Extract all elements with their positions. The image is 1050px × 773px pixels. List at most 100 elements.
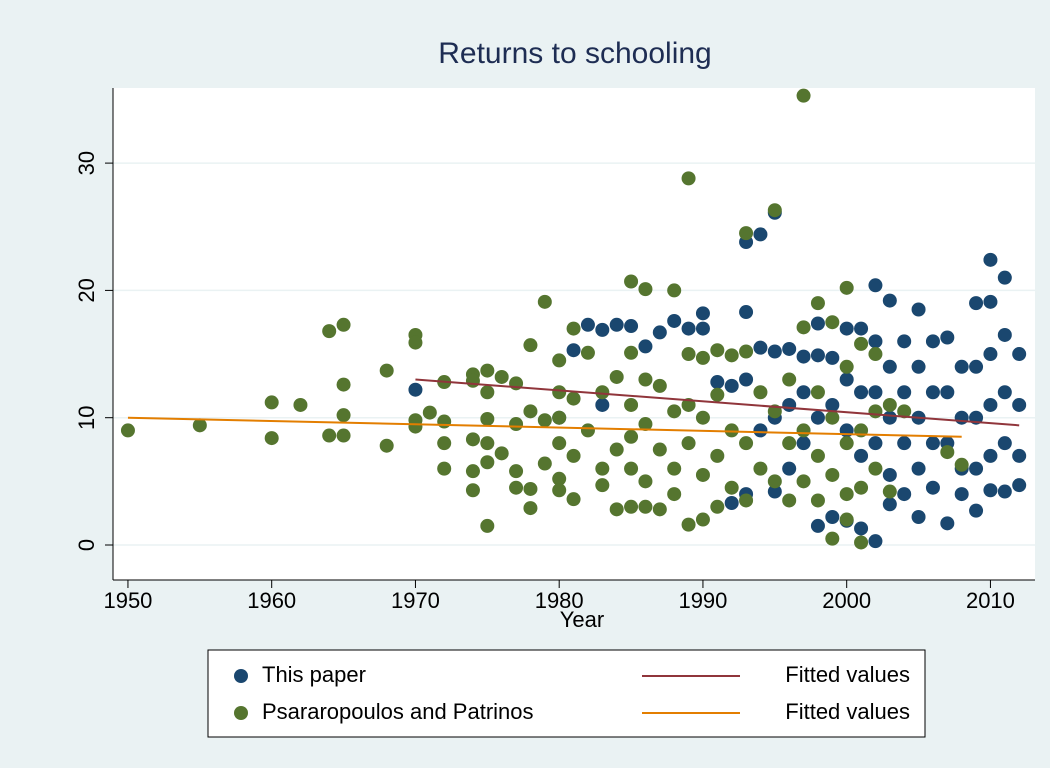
point <box>480 436 495 451</box>
point <box>796 385 811 400</box>
point <box>940 385 955 400</box>
point <box>595 322 610 337</box>
legend <box>207 649 926 738</box>
point <box>624 345 639 360</box>
y-tick-label: 20 <box>74 278 99 302</box>
point <box>868 334 883 349</box>
point <box>997 436 1012 451</box>
point <box>638 499 653 514</box>
point <box>969 296 984 311</box>
point <box>954 410 969 425</box>
point <box>897 404 912 419</box>
point <box>911 461 926 476</box>
point <box>882 497 897 512</box>
point <box>638 339 653 354</box>
point <box>580 423 595 438</box>
point <box>882 293 897 308</box>
point <box>509 417 524 432</box>
point <box>882 410 897 425</box>
point <box>552 436 567 451</box>
point <box>782 341 797 356</box>
point <box>336 408 351 423</box>
point <box>868 385 883 400</box>
point <box>609 317 624 332</box>
legend-label: Psararopoulos and Patrinos <box>262 699 534 724</box>
point <box>681 436 696 451</box>
point <box>897 436 912 451</box>
point <box>667 404 682 419</box>
point <box>739 493 754 508</box>
point <box>868 534 883 549</box>
y-tick-label: 0 <box>74 539 99 551</box>
point <box>595 397 610 412</box>
point <box>839 321 854 336</box>
point <box>825 531 840 546</box>
point <box>796 474 811 489</box>
point <box>839 487 854 502</box>
legend-marker <box>234 706 248 720</box>
point <box>710 343 725 358</box>
point <box>911 302 926 317</box>
point <box>695 410 710 425</box>
point <box>465 464 480 479</box>
point <box>839 436 854 451</box>
x-tick-label: 1960 <box>247 588 296 613</box>
point <box>724 348 739 363</box>
point <box>710 448 725 463</box>
point <box>609 442 624 457</box>
point <box>839 372 854 387</box>
point <box>494 446 509 461</box>
point <box>624 429 639 444</box>
point <box>695 306 710 321</box>
point <box>552 471 567 486</box>
point <box>753 423 768 438</box>
point <box>825 397 840 412</box>
point <box>609 502 624 517</box>
point <box>667 283 682 298</box>
point <box>652 502 667 517</box>
point <box>480 518 495 533</box>
point <box>810 518 825 533</box>
point <box>868 404 883 419</box>
point <box>681 517 696 532</box>
point <box>767 203 782 218</box>
point <box>882 359 897 374</box>
point <box>868 347 883 362</box>
point <box>509 464 524 479</box>
point <box>782 436 797 451</box>
point <box>954 359 969 374</box>
x-tick-label: 2010 <box>966 588 1015 613</box>
point <box>537 456 552 471</box>
point <box>192 418 207 433</box>
point <box>552 410 567 425</box>
point <box>854 336 869 351</box>
point <box>437 461 452 476</box>
point <box>854 385 869 400</box>
point <box>1012 347 1027 362</box>
chart-title: Returns to schooling <box>438 37 712 70</box>
point <box>825 509 840 524</box>
point <box>997 270 1012 285</box>
point <box>739 436 754 451</box>
point <box>739 344 754 359</box>
point <box>925 436 940 451</box>
point <box>595 478 610 493</box>
point <box>997 484 1012 499</box>
point <box>566 391 581 406</box>
point <box>523 338 538 353</box>
point <box>437 414 452 429</box>
point <box>537 413 552 428</box>
point <box>465 483 480 498</box>
point <box>782 493 797 508</box>
point <box>552 385 567 400</box>
point <box>336 317 351 332</box>
y-tick-label: 10 <box>74 405 99 429</box>
point <box>1012 448 1027 463</box>
point <box>969 461 984 476</box>
legend-label: This paper <box>262 662 366 687</box>
point <box>494 369 509 384</box>
x-tick-label: 1980 <box>535 588 584 613</box>
point <box>523 404 538 419</box>
point <box>566 492 581 507</box>
